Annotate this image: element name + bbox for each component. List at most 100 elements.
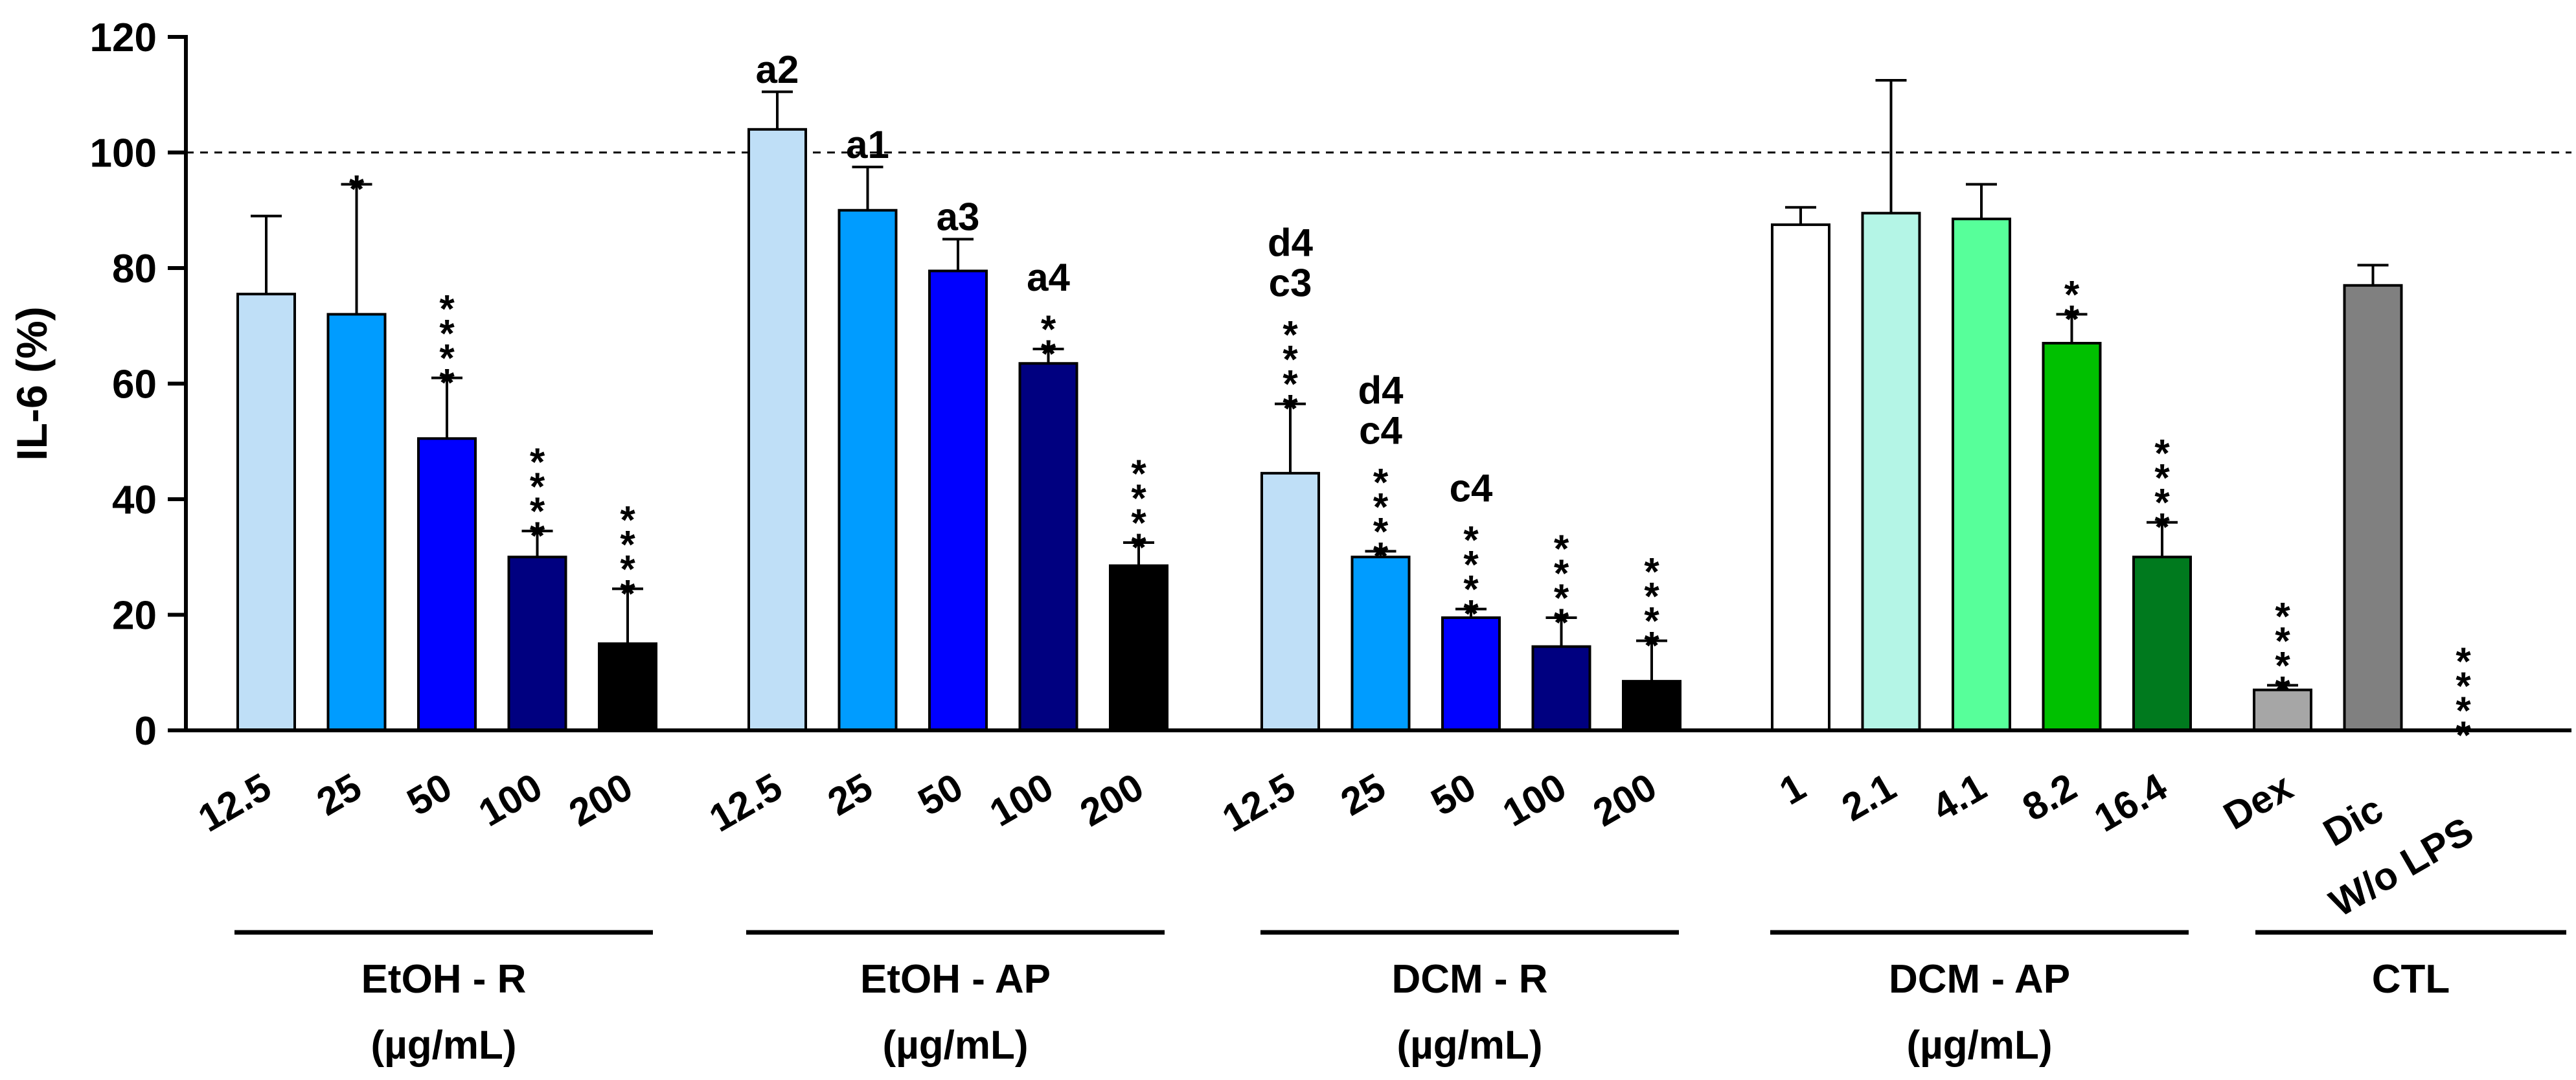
x-category-label: 100 [1496,765,1573,835]
group-unit: (µg/mL) [1906,1023,2052,1068]
bar-1-1 [838,208,898,732]
significance-letter: d4 [1268,221,1314,265]
group-name: DCM - AP [1889,957,2070,1002]
x-category-label: 12.5 [702,765,790,840]
group-name: EtOH - R [361,957,527,1002]
bar-0-0 [236,293,296,732]
significance-star: * [1644,600,1659,643]
x-category-labels: 12.5 25 50 100 200 12.5 25 50 100 200 12.5 25 50 100 2… [191,765,2481,925]
significance-star: * [1644,624,1659,668]
significance-star: * [2064,297,2080,341]
significance-star: * [620,498,635,541]
significance-star: * [439,287,455,331]
x-category-label: Dic [2316,787,2390,855]
significance-star: * [1463,592,1479,636]
significance-star: * [1131,452,1146,495]
x-category-label: 12.5 [191,765,279,840]
significance-star: * [2456,664,2471,708]
bar-4-1 [2343,284,2403,732]
y-tick-label: 100 [90,131,157,176]
group-name: DCM - R [1391,957,1547,1002]
significance-star: * [1644,550,1659,594]
significance-star: * [1644,575,1659,618]
group-unit: (µg/mL) [1396,1023,1542,1068]
y-tick-label: 0 [135,709,157,754]
significance-star: * [1373,460,1389,504]
bar-3-3 [2042,342,2102,732]
significance-star: * [349,168,365,211]
x-category-label: 200 [1073,765,1150,835]
significance-star: * [620,547,635,591]
bar-0-2 [417,437,477,732]
significance-letter: a4 [1027,256,1070,299]
significance-star: * [1463,543,1479,587]
significance-star: * [439,312,455,355]
significance-star: * [2456,640,2471,683]
x-category-label: 200 [562,765,639,835]
x-category-label: 16.4 [2087,765,2174,840]
significance-letter: a1 [846,123,889,166]
bar-2-3 [1531,645,1591,732]
significance-star: * [2275,668,2290,712]
significance-star: * [1041,308,1056,351]
significance-star: * [530,489,545,533]
significance-letter: d4 [1358,368,1404,412]
x-category-label: Dex [2217,765,2300,838]
significance-star: * [1554,601,1569,644]
significance-star: * [2275,619,2290,662]
significance-star: * [620,523,635,566]
x-category-label: 100 [472,765,549,835]
significance-star: * [1131,477,1146,520]
bar-0-3 [507,556,567,732]
significance-letter: c4 [1359,409,1402,452]
significance-star: * [439,361,455,405]
significance-star: * [1463,568,1479,611]
x-category-label: 50 [911,765,970,824]
significance-star: * [1554,576,1569,620]
significance-star: * [1554,527,1569,570]
group-name: CTL [2372,957,2450,1002]
significance-star: * [1373,534,1389,578]
significance-star: * [530,514,545,557]
y-tick-label: 20 [112,594,157,638]
bar-0-1 [326,313,387,732]
x-category-label: 50 [1424,765,1483,824]
significance-star: * [1282,363,1298,406]
significance-star: * [1554,552,1569,595]
bars-layer: *************a2a1a3**a4********c3d4****c… [236,48,2471,757]
group-name: EtOH - AP [860,957,1051,1002]
significance-letter: a2 [756,48,799,91]
bar-2-2 [1441,616,1501,732]
bar-1-2 [928,269,988,732]
significance-star: * [2275,594,2290,638]
x-category-label: 12.5 [1215,765,1303,840]
significance-star: * [2154,506,2170,549]
bar-1-0 [747,128,807,732]
x-category-label: 1 [1772,765,1812,813]
y-axis-title: IL-6 (%) [8,306,56,460]
significance-star: * [1373,510,1389,553]
x-category-label: 25 [821,765,880,824]
significance-star: * [530,440,545,484]
bar-3-2 [1952,218,2011,732]
bar-2-0 [1260,471,1320,732]
x-category-label: 50 [400,765,459,824]
significance-star: * [2154,456,2170,500]
x-category-label: 4.1 [1925,765,1994,829]
significance-star: * [1282,387,1298,431]
x-category-label: 200 [1586,765,1663,835]
significance-star: * [2456,689,2471,732]
x-category-label: 2.1 [1834,765,1903,829]
significance-star: * [439,337,455,380]
significance-star: * [2064,273,2080,316]
y-tick-label: 40 [112,478,157,523]
significance-star: * [1282,338,1298,381]
bar-3-0 [1771,223,1830,732]
y-tick-label: 60 [112,363,157,407]
group-labels: EtOH - R (µg/mL) EtOH - AP (µg/mL) DCM - R (µ… [234,930,2566,1068]
significance-star: * [1131,501,1146,545]
group-unit: (µg/mL) [882,1023,1028,1068]
bar-3-1 [1861,212,1921,732]
bar-1-4 [1109,564,1168,732]
